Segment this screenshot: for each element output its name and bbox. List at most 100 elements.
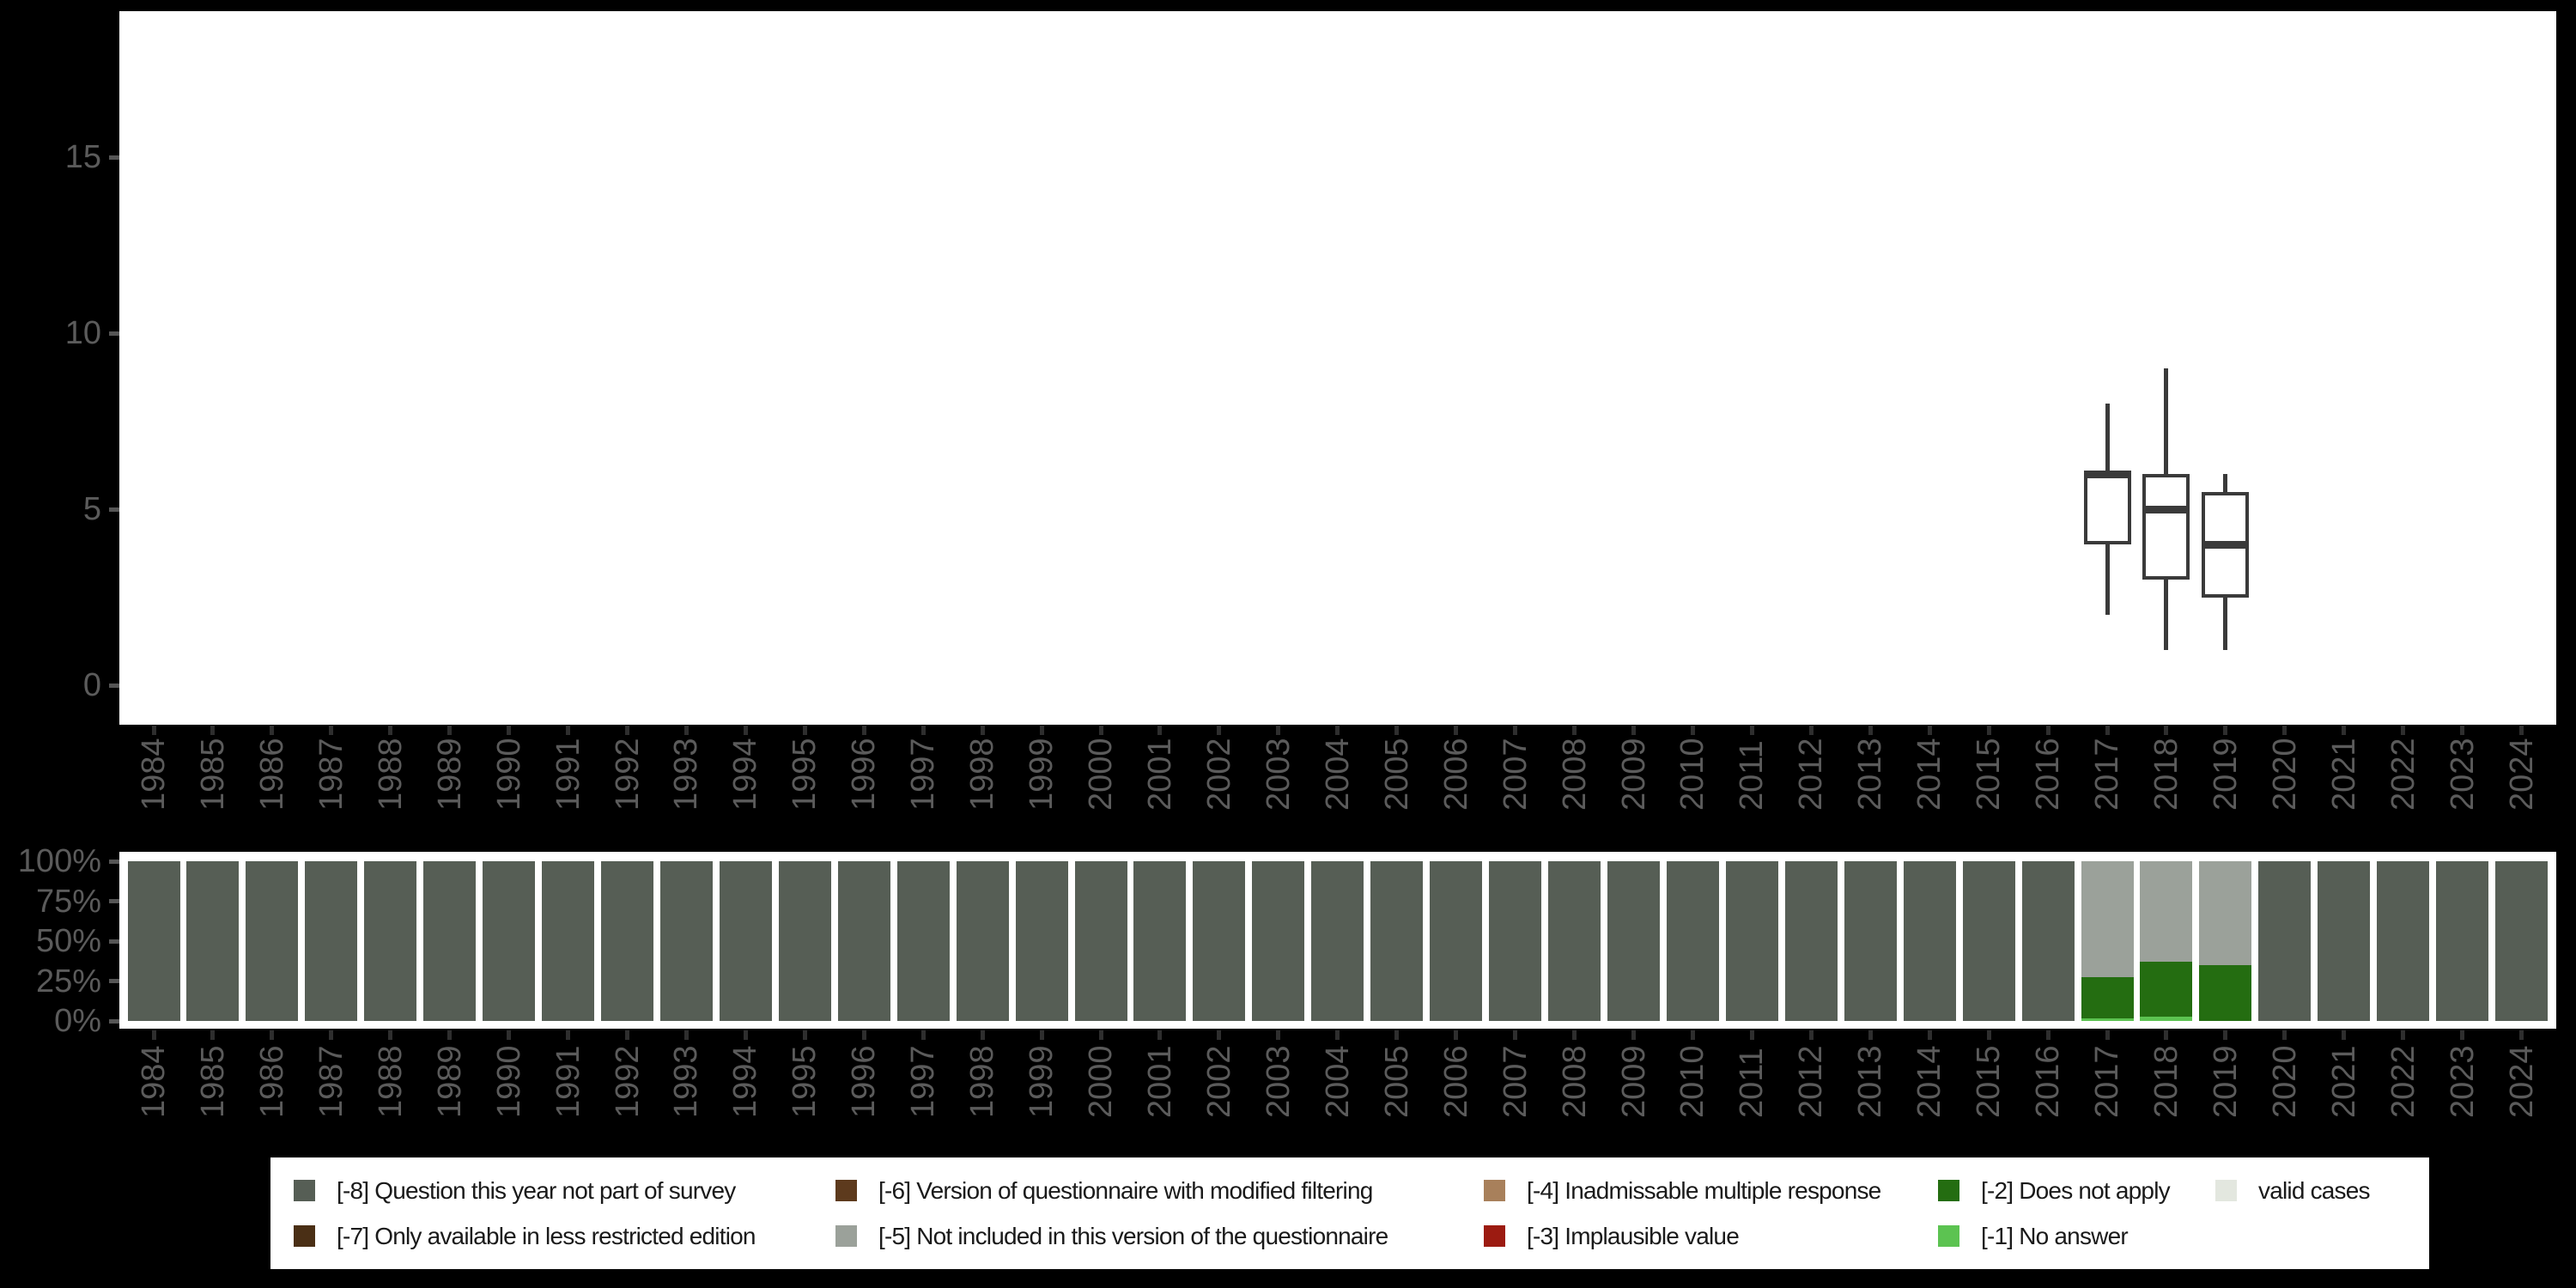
legend-swatch-does_not_apply xyxy=(1938,1180,1959,1201)
bar-segment-not_included_in_version xyxy=(2199,861,2252,965)
legend-swatch-not_included_in_version xyxy=(835,1225,857,1247)
bar-segment-not_part_of_survey xyxy=(2495,861,2549,1021)
bar-segment-not_part_of_survey xyxy=(483,861,536,1021)
x-axis-tick xyxy=(1690,1030,1695,1040)
x-axis-year-label: 1988 xyxy=(372,1045,409,1118)
legend-swatch-implausible_value xyxy=(1484,1225,1505,1247)
x-axis-tick xyxy=(2223,726,2228,735)
bar-segment-not_part_of_survey xyxy=(1489,861,1542,1021)
x-axis-year-label: 2016 xyxy=(2030,738,2067,811)
legend-swatch-inadmissable_multiple_response xyxy=(1484,1180,1505,1201)
bar-segment-not_part_of_survey xyxy=(1844,861,1897,1021)
x-axis-year-label: 2020 xyxy=(2266,738,2303,811)
x-axis-tick xyxy=(2460,726,2465,735)
x-axis-year-label: 2006 xyxy=(1437,738,1474,811)
x-axis-year-label: 2019 xyxy=(2207,738,2244,811)
x-axis-tick xyxy=(507,1030,512,1040)
bar-segment-not_part_of_survey xyxy=(246,861,299,1021)
x-axis-year-label: 1999 xyxy=(1024,1045,1060,1118)
x-axis-year-label: 1993 xyxy=(668,738,705,811)
x-axis-tick xyxy=(1217,1030,1222,1040)
x-axis-year-label: 2009 xyxy=(1615,738,1652,811)
x-axis-tick xyxy=(861,726,866,735)
x-axis-year-label: 2003 xyxy=(1260,738,1297,811)
x-axis-year-label: 1997 xyxy=(905,1045,942,1118)
bar-segment-not_part_of_survey xyxy=(837,861,890,1021)
x-axis-year-label: 1993 xyxy=(668,1045,705,1118)
bar-segment-not_part_of_survey xyxy=(186,861,240,1021)
legend-swatch-not_part_of_survey xyxy=(294,1180,315,1201)
x-axis-year-label: 2021 xyxy=(2325,1045,2362,1118)
x-axis-tick xyxy=(2519,726,2524,735)
bar-segment-not_part_of_survey xyxy=(1133,861,1187,1021)
x-axis-year-label: 1998 xyxy=(964,738,1001,811)
percent-axis-tick xyxy=(109,899,119,903)
x-axis-year-label: 1997 xyxy=(905,738,942,811)
x-axis-year-label: 2010 xyxy=(1674,738,1711,811)
x-axis-tick xyxy=(1868,726,1873,735)
bar-segment-not_part_of_survey xyxy=(2377,861,2430,1021)
boxplot-median xyxy=(2083,470,2131,478)
y-axis-tick xyxy=(109,507,119,512)
legend-label: [-6] Version of questionnaire with modif… xyxy=(878,1176,1373,1204)
percent-axis-tick xyxy=(109,939,119,944)
x-axis-tick xyxy=(1749,1030,1754,1040)
bar-segment-not_part_of_survey xyxy=(1607,861,1660,1021)
x-axis-year-label: 2022 xyxy=(2385,738,2421,811)
x-axis-year-label: 2004 xyxy=(1319,1045,1356,1118)
x-axis-tick xyxy=(1157,726,1163,735)
x-axis-tick xyxy=(1513,1030,1518,1040)
bar-segment-not_part_of_survey xyxy=(1311,861,1364,1021)
bar-segment-not_part_of_survey xyxy=(1784,861,1838,1021)
x-axis-tick xyxy=(1335,726,1340,735)
legend-label: [-8] Question this year not part of surv… xyxy=(337,1176,736,1204)
x-axis-tick xyxy=(1986,726,1991,735)
bar-segment-not_part_of_survey xyxy=(659,861,713,1021)
x-axis-year-label: 2001 xyxy=(1141,1045,1178,1118)
y-axis-tick-label: 10 xyxy=(64,315,101,351)
x-axis-year-label: 1992 xyxy=(609,738,646,811)
x-axis-year-label: 1996 xyxy=(846,1045,883,1118)
x-axis-tick xyxy=(1217,726,1222,735)
boxplot-median xyxy=(2142,505,2190,513)
bar-segment-not_part_of_survey xyxy=(2258,861,2312,1021)
x-axis-tick xyxy=(2282,1030,2287,1040)
bar-segment-not_part_of_survey xyxy=(305,861,358,1021)
x-axis-year-label: 2024 xyxy=(2503,738,2540,811)
bar-segment-not_part_of_survey xyxy=(127,861,180,1021)
boxplot-box xyxy=(2083,474,2131,544)
percent-axis-tick-label: 75% xyxy=(35,883,101,920)
x-axis-year-label: 1995 xyxy=(787,1045,823,1118)
x-axis-year-label: 1984 xyxy=(136,1045,172,1118)
x-axis-year-label: 2005 xyxy=(1378,1045,1415,1118)
x-axis-year-label: 2003 xyxy=(1260,1045,1297,1118)
x-axis-year-label: 1988 xyxy=(372,738,409,811)
bar-segment-not_part_of_survey xyxy=(1074,861,1127,1021)
x-axis-year-label: 2014 xyxy=(1911,1045,1948,1118)
x-axis-year-label: 1992 xyxy=(609,1045,646,1118)
x-axis-tick xyxy=(625,726,630,735)
x-axis-year-label: 2013 xyxy=(1852,1045,1889,1118)
x-axis-year-label: 2015 xyxy=(1971,738,2008,811)
x-axis-year-label: 2023 xyxy=(2444,1045,2481,1118)
x-axis-year-label: 1986 xyxy=(253,1045,290,1118)
x-axis-tick xyxy=(210,1030,216,1040)
percent-axis-tick-label: 100% xyxy=(17,843,101,879)
x-axis-tick xyxy=(270,726,275,735)
x-axis-year-label: 2008 xyxy=(1556,1045,1593,1118)
x-axis-tick xyxy=(1927,1030,1932,1040)
bar-segment-not_part_of_survey xyxy=(1725,861,1778,1021)
x-axis-tick xyxy=(743,726,748,735)
x-axis-tick xyxy=(802,1030,807,1040)
bar-segment-not_part_of_survey xyxy=(1015,861,1068,1021)
bar-segment-not_part_of_survey xyxy=(1193,861,1246,1021)
x-axis-year-label: 1985 xyxy=(194,738,231,811)
x-axis-tick xyxy=(2342,1030,2347,1040)
x-axis-year-label: 2015 xyxy=(1971,1045,2008,1118)
x-axis-tick xyxy=(1513,726,1518,735)
x-axis-year-label: 1991 xyxy=(550,1045,586,1118)
x-axis-tick xyxy=(1454,1030,1459,1040)
bar-segment-not_part_of_survey xyxy=(1370,861,1424,1021)
x-axis-year-label: 2024 xyxy=(2503,1045,2540,1118)
